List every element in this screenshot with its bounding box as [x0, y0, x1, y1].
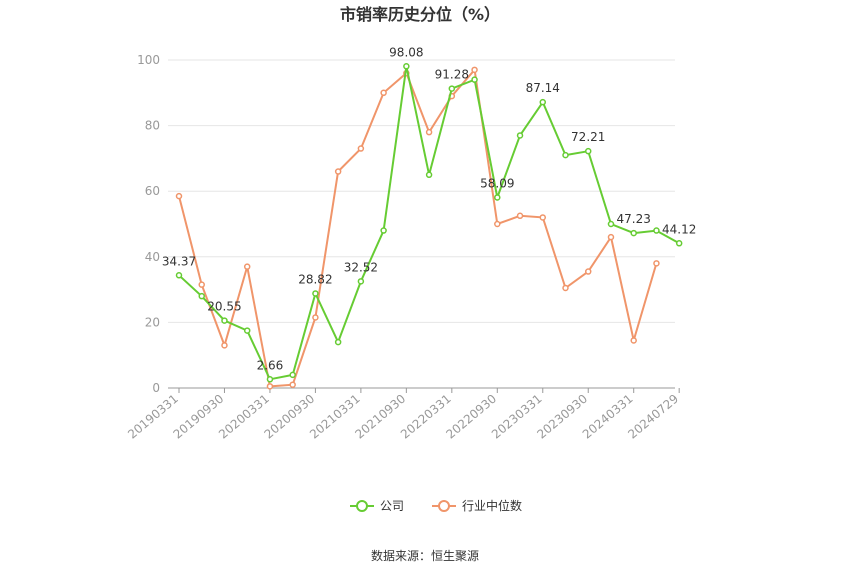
data-point[interactable] — [494, 220, 501, 228]
data-label: 98.08 — [389, 45, 423, 59]
data-point[interactable] — [403, 63, 410, 70]
data-point[interactable] — [198, 281, 205, 288]
legend-item-industry-median[interactable]: 行业中位数 — [432, 498, 522, 513]
data-point[interactable] — [562, 151, 569, 159]
data-label: 34.37 — [162, 254, 196, 268]
data-point[interactable] — [425, 171, 433, 179]
data-point[interactable] — [584, 147, 592, 155]
chart-title: 市销率历史分位（%） — [340, 5, 500, 24]
data-point[interactable] — [607, 233, 615, 241]
data-point[interactable] — [607, 220, 615, 228]
data-point[interactable] — [221, 342, 228, 349]
y-tick-label: 0 — [152, 381, 160, 395]
data-point[interactable] — [471, 76, 478, 83]
data-label: 72.21 — [571, 130, 605, 144]
y-tick-label: 40 — [145, 250, 160, 264]
data-point[interactable] — [334, 168, 342, 175]
data-point[interactable] — [334, 338, 342, 346]
data-labels: 34.37 20.55 2.66 28.82 32.52 98.08 91.28 58.09 8… — [162, 45, 697, 372]
y-tick-label: 60 — [145, 184, 160, 198]
y-axis: 0 20 40 60 80 100 — [137, 53, 160, 395]
data-label: 91.28 — [435, 68, 469, 82]
data-point[interactable] — [357, 145, 365, 152]
legend-swatch-marker — [356, 500, 368, 512]
data-point[interactable] — [380, 227, 387, 234]
data-point[interactable] — [357, 278, 365, 285]
data-point[interactable] — [380, 89, 387, 97]
data-point[interactable] — [289, 371, 296, 379]
x-tick-label: 20240729 — [625, 392, 681, 442]
data-label: 32.52 — [344, 260, 378, 274]
data-point[interactable] — [448, 85, 456, 92]
source-note: 数据来源：恒生聚源 — [371, 548, 479, 563]
legend-swatch-marker — [438, 500, 450, 512]
data-label: 44.12 — [662, 222, 696, 236]
series-company — [175, 63, 683, 383]
data-point[interactable] — [675, 240, 683, 247]
y-tick-label: 100 — [137, 53, 160, 67]
series-layer — [175, 63, 683, 390]
data-label: 87.14 — [526, 81, 560, 95]
legend: 公司 行业中位数 — [350, 498, 522, 513]
data-point[interactable] — [425, 128, 433, 136]
data-point[interactable] — [198, 292, 205, 300]
data-point[interactable] — [266, 383, 274, 390]
data-label: 47.23 — [617, 212, 651, 226]
data-point[interactable] — [539, 98, 547, 106]
data-label: 58.09 — [480, 176, 514, 190]
data-point[interactable] — [289, 381, 296, 388]
data-point[interactable] — [266, 376, 274, 383]
legend-label: 公司 — [380, 499, 404, 513]
x-axis: 2019033120190930202003312020093020210331… — [125, 387, 681, 442]
data-point[interactable] — [494, 194, 501, 201]
data-point[interactable] — [471, 66, 478, 74]
y-tick-label: 20 — [145, 315, 160, 329]
legend-item-company[interactable]: 公司 — [350, 499, 404, 513]
data-point[interactable] — [653, 260, 660, 267]
data-label: 2.66 — [257, 358, 284, 372]
data-point[interactable] — [516, 212, 524, 220]
data-point[interactable] — [539, 214, 547, 221]
data-label: 20.55 — [207, 300, 241, 314]
data-point[interactable] — [516, 132, 524, 139]
data-point[interactable] — [312, 290, 319, 297]
data-point[interactable] — [221, 317, 228, 324]
legend-label: 行业中位数 — [462, 498, 522, 513]
grid-lines — [168, 59, 675, 389]
data-point[interactable] — [243, 327, 251, 334]
series-line — [178, 66, 680, 381]
series-line — [178, 67, 658, 388]
data-point[interactable] — [653, 227, 660, 234]
data-label: 28.82 — [298, 272, 332, 286]
data-point[interactable] — [175, 192, 183, 200]
data-point[interactable] — [630, 337, 637, 344]
data-point[interactable] — [243, 263, 251, 270]
y-tick-label: 80 — [145, 119, 160, 133]
data-point[interactable] — [175, 272, 183, 279]
data-point[interactable] — [562, 284, 569, 292]
data-point[interactable] — [584, 268, 592, 275]
data-point[interactable] — [630, 229, 637, 237]
data-point[interactable] — [312, 314, 319, 321]
